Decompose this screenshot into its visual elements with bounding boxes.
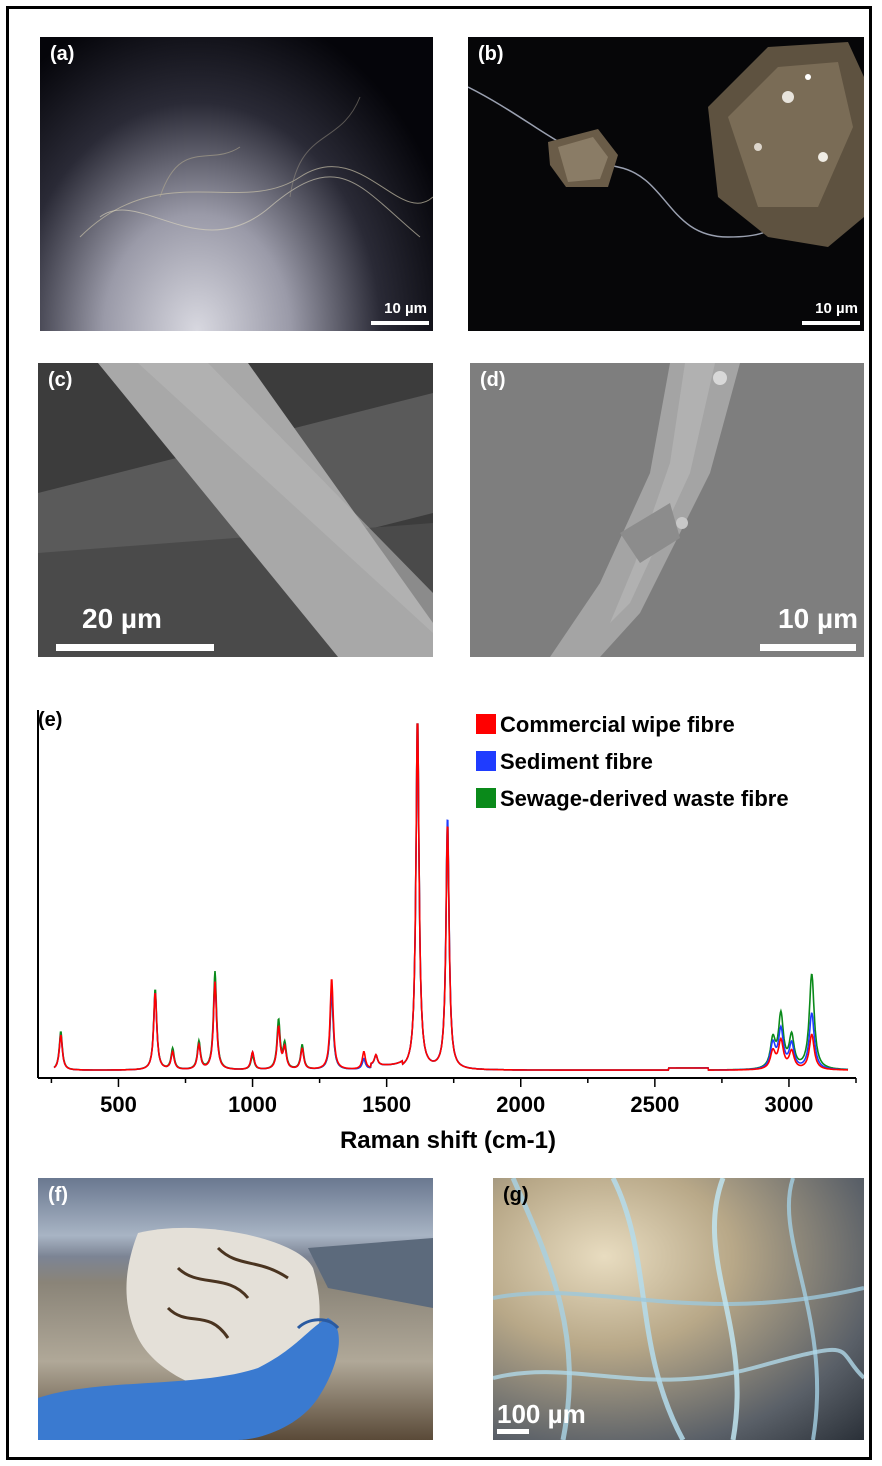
- panel-f-label: (f): [48, 1184, 68, 1206]
- legend-label: Commercial wipe fibre: [500, 712, 735, 737]
- raman-spectra-svg: (e) 500 1000 1500 2000 2500 3000 Raman shift …: [37, 709, 857, 1154]
- blue-fibres-g: [493, 1178, 864, 1440]
- panel-e-label: (e): [38, 709, 62, 731]
- chart-x-ticks: 500 1000 1500 2000 2500 3000: [50, 1078, 857, 1117]
- fibre-with-sediment-b: [468, 42, 864, 247]
- panel-g-scale-text: 100 µm: [497, 1399, 586, 1429]
- panel-b-scale-text: 10 µm: [815, 300, 858, 317]
- panel-d-scale-text: 10 µm: [778, 603, 858, 634]
- panel-d-label: (d): [480, 369, 506, 391]
- panel-g-label: (g): [503, 1184, 529, 1206]
- x-tick-label: 1000: [228, 1092, 277, 1117]
- panel-b-label: (b): [478, 43, 504, 65]
- panel-c-scale-text: 20 µm: [82, 603, 162, 634]
- panel-c-scale-bar: [56, 644, 214, 651]
- x-tick-label: 3000: [764, 1092, 813, 1117]
- panel-d-sem-image: (d) 10 µm: [470, 363, 864, 657]
- panel-a-micrograph: (a) 10 µm: [40, 37, 433, 331]
- panel-g-scale-bar: [497, 1429, 529, 1434]
- panel-e-raman-chart: (e) 500 1000 1500 2000 2500 3000 Raman shift …: [30, 700, 870, 1160]
- series-line-commercial-wipe-fibre: [53, 723, 848, 1071]
- x-tick-label: 2000: [496, 1092, 545, 1117]
- panel-c-label: (c): [48, 369, 73, 391]
- legend-swatch: [476, 751, 496, 771]
- chart-legend: Commercial wipe fibre Sediment fibre Sewag…: [476, 712, 789, 811]
- legend-swatch: [476, 714, 496, 734]
- chart-axes: [37, 710, 856, 1079]
- sem-fibre-d: [550, 363, 740, 657]
- x-tick-label: 1500: [362, 1092, 411, 1117]
- panel-d-scale-bar: [760, 644, 856, 651]
- panel-b-scale-bar: [802, 321, 860, 325]
- fibre-strands-a: [79, 96, 433, 238]
- legend-label: Sediment fibre: [500, 749, 653, 774]
- chart-series-lines: [53, 723, 849, 1071]
- panel-a-scale-bar: [371, 321, 429, 325]
- panel-b-micrograph: (b) 10 µm: [468, 37, 864, 331]
- x-tick-label: 2500: [630, 1092, 679, 1117]
- legend-label: Sewage-derived waste fibre: [500, 786, 789, 811]
- panel-g-micrograph: (g) 100 µm: [493, 1178, 864, 1440]
- x-tick-label: 500: [100, 1092, 137, 1117]
- panel-c-sem-image: (c) 20 µm: [38, 363, 433, 657]
- beach-scene-f: [38, 1227, 433, 1440]
- legend-swatch: [476, 788, 496, 808]
- x-axis-label: Raman shift (cm-1): [340, 1127, 556, 1154]
- figure-frame: [6, 6, 872, 1460]
- panel-f-photo: (f): [38, 1178, 433, 1440]
- panel-a-scale-text: 10 µm: [384, 300, 427, 317]
- panel-a-label: (a): [50, 43, 75, 65]
- sem-fibres-c: [38, 363, 433, 657]
